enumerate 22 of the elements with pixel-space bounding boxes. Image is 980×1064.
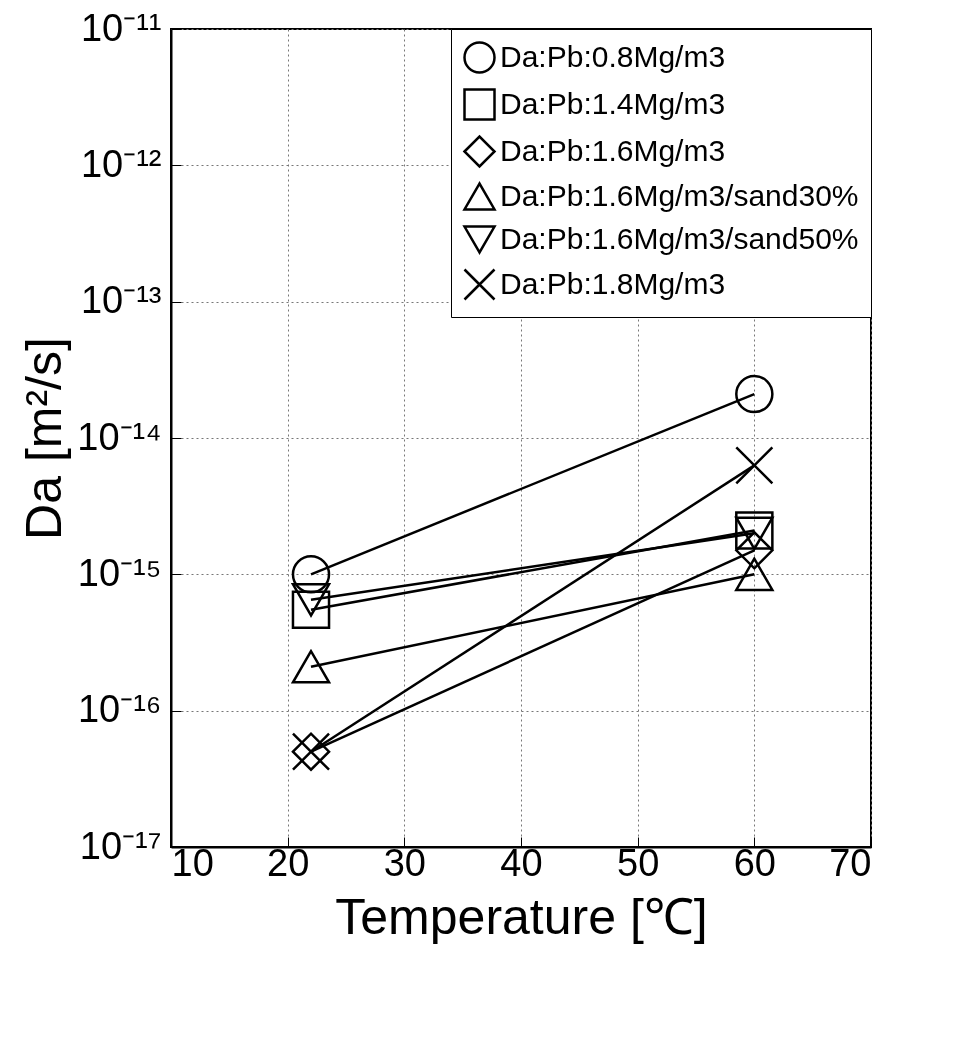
x-tick-label: 60 — [733, 841, 776, 884]
legend-label: Da:Pb:1.8Mg/m3 — [500, 266, 726, 300]
y-tick-label: 10⁻¹³ — [80, 279, 162, 322]
legend-label: Da:Pb:1.6Mg/m3/sand50% — [500, 221, 859, 255]
y-tick-label: 10⁻¹⁷ — [79, 824, 162, 867]
x-tick-label: 40 — [500, 841, 543, 884]
y-tick-label: 10⁻¹¹ — [80, 6, 162, 49]
x-axis-title: Temperature [℃] — [335, 888, 708, 945]
y-axis-title: Da [m²/s] — [16, 337, 73, 540]
x-tick-label: 50 — [617, 841, 660, 884]
y-tick-label: 10⁻¹⁴ — [77, 415, 162, 458]
y-tick-label: 10⁻¹² — [80, 142, 162, 185]
legend-label: Da:Pb:1.4Mg/m3 — [500, 86, 726, 120]
y-tick-label: 10⁻¹⁶ — [77, 688, 162, 731]
legend-label: Da:Pb:0.8Mg/m3 — [500, 39, 726, 73]
x-tick-label: 30 — [383, 841, 426, 884]
y-tick-label: 10⁻¹⁵ — [77, 551, 162, 594]
legend-label: Da:Pb:1.6Mg/m3 — [500, 133, 726, 167]
legend-label: Da:Pb:1.6Mg/m3/sand30% — [500, 178, 859, 212]
x-tick-label: 10 — [171, 841, 214, 884]
x-tick-label: 20 — [267, 841, 310, 884]
x-tick-label: 70 — [829, 841, 872, 884]
